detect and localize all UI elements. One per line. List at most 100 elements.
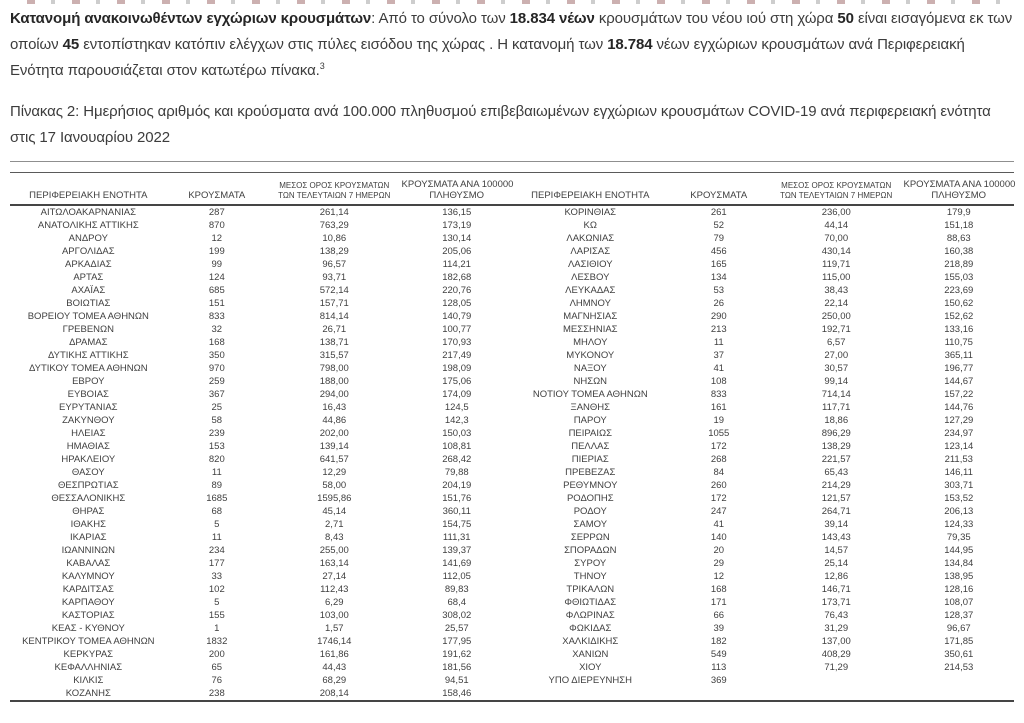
avg7-header-right: ΜΕΣΟΣ ΟΡΟΣ ΚΡΟΥΣΜΑΤΩΝ ΤΩΝ ΤΕΛΕΥΤΑΙΩΝ 7 ΗΜ… bbox=[768, 173, 904, 206]
cell-per100k: 111,31 bbox=[442, 532, 471, 543]
cell-region-name: ΕΥΒΟΙΑΣ bbox=[67, 389, 109, 400]
cell-cases: 25 bbox=[211, 402, 223, 413]
cell-per100k: 128,05 bbox=[442, 298, 472, 309]
cell-cases: 200 bbox=[208, 649, 225, 660]
avg7-header-left: ΜΕΣΟΣ ΟΡΟΣ ΚΡΟΥΣΜΑΤΩΝ ΤΩΝ ΤΕΛΕΥΤΑΙΩΝ 7 ΗΜ… bbox=[267, 173, 402, 206]
cell-per100k: 25,57 bbox=[444, 623, 469, 634]
cell-region-name: ΣΕΡΡΩΝ bbox=[570, 532, 610, 543]
cell-region-name: ΘΗΡΑΣ bbox=[72, 506, 105, 517]
avg7-header-line: ΜΕΣΟΣ ΟΡΟΣ ΚΡΟΥΣΜΑΤΩΝ bbox=[781, 181, 892, 190]
cell-cases: 247 bbox=[710, 506, 727, 517]
cell-cases: 238 bbox=[166, 687, 267, 702]
cell-region-name: ΚΕΝΤΡΙΚΟΥ ΤΟΜΕΑ ΑΘΗΝΩΝ bbox=[22, 636, 155, 647]
table-row: ΑΝΔΡΟΥ 12 10,86 130,14 ΛΑΚΩΝΙΑΣ 79 70,00 88,63 bbox=[10, 232, 1014, 245]
cell-region-name: ΛΕΣΒΟΥ bbox=[571, 272, 610, 283]
cell-per100k: 79,35 bbox=[946, 532, 971, 543]
avg7-header-line: ΜΕΣΟΣ ΟΡΟΣ ΚΡΟΥΣΜΑΤΩΝ bbox=[279, 181, 390, 190]
cell-per100k: 128,16 bbox=[944, 584, 974, 595]
cell-per100k: 151,76 bbox=[442, 493, 472, 504]
cell-region-name: ΚΟΡΙΝΘΙΑΣ bbox=[564, 207, 617, 218]
cell-avg7: 10,86 bbox=[322, 233, 347, 244]
cell-cases: 76 bbox=[211, 675, 223, 686]
intro-text: εντοπίστηκαν κατόπιν ελέγχων στις πύλες … bbox=[79, 36, 608, 53]
cell-cases bbox=[668, 687, 769, 702]
table-row: ΚΙΛΚΙΣ 76 68,29 94,51 ΥΠΟ ΔΙΕΡΕΥΝΗΣΗ 369 bbox=[10, 674, 1014, 687]
table-row: ΚΕΝΤΡΙΚΟΥ ΤΟΜΕΑ ΑΘΗΝΩΝ 1832 1746,14 177,95 Χ… bbox=[10, 635, 1014, 648]
cell-avg7: 2,71 bbox=[325, 519, 344, 530]
cell-region-name: ΑΧΑΪΑΣ bbox=[71, 285, 106, 296]
cell-per100k: 360,11 bbox=[442, 506, 471, 517]
cell-cases: 234 bbox=[208, 545, 225, 556]
cell-cases: 41 bbox=[713, 519, 725, 530]
cell-cases: 199 bbox=[208, 246, 225, 257]
cell-per100k: 152,62 bbox=[944, 311, 974, 322]
cell-avg7: 30,57 bbox=[824, 363, 849, 374]
cell-per100k: 141,69 bbox=[442, 558, 472, 569]
cell-region-name: ΡΟΔΟΠΗΣ bbox=[566, 493, 614, 504]
cropped-text-remnant bbox=[10, 0, 1004, 4]
cell-avg7: 1746,14 bbox=[317, 636, 352, 647]
cell-per100k: 124,33 bbox=[944, 519, 974, 530]
cell-per100k bbox=[903, 687, 1014, 702]
cell-region-name: ΚΙΛΚΙΣ bbox=[73, 675, 104, 686]
cell-region-name: ΣΥΡΟΥ bbox=[574, 558, 607, 569]
cell-cases: 168 bbox=[208, 337, 225, 348]
table-top-divider-outer bbox=[10, 161, 1014, 162]
cell-region-name: ΜΗΛΟΥ bbox=[573, 337, 608, 348]
cell-region-name: ΘΑΣΟΥ bbox=[71, 467, 105, 478]
cell-region-name: ΚΑΡΔΙΤΣΑΣ bbox=[62, 584, 114, 595]
table-row: ΚΑΛΥΜΝΟΥ 33 27,14 112,05 ΤΗΝΟΥ 12 12,86 138,95 bbox=[10, 570, 1014, 583]
intro-text: νέων εγχώριων κρουσμάτων ανά Περιφερειακ… bbox=[10, 36, 965, 79]
cell-per100k: 144,95 bbox=[944, 545, 974, 556]
cell-region-name: ΦΘΙΩΤΙΔΑΣ bbox=[564, 597, 617, 608]
table-row: ΑΙΤΩΛΟΑΚΑΡΝΑΝΙΑΣ 287 261,14 136,15 ΚΟΡΙΝΘΙΑΣ… bbox=[10, 205, 1014, 219]
cell-per100k: 171,85 bbox=[944, 636, 974, 647]
cell-avg7: 264,71 bbox=[821, 506, 851, 517]
cell-avg7: 192,71 bbox=[821, 324, 851, 335]
table-row: ΖΑΚΥΝΘΟΥ 58 44,86 142,3 ΠΑΡΟΥ 19 18,86 127,29 bbox=[10, 414, 1014, 427]
cell-cases: 140 bbox=[710, 532, 727, 543]
per100k-header-line: ΚΡΟΥΣΜΑΤΑ ΑΝΑ 100000 bbox=[401, 179, 514, 190]
cell-avg7: 12,86 bbox=[824, 571, 849, 582]
cell-cases: 239 bbox=[208, 428, 225, 439]
footnote-marker: 3 bbox=[319, 61, 325, 71]
cell-avg7: 1595,86 bbox=[317, 493, 352, 504]
cell-cases: 65 bbox=[211, 662, 223, 673]
cell-per100k: 158,46 bbox=[401, 687, 512, 702]
cell-region-name: ΛΑΡΙΣΑΣ bbox=[570, 246, 611, 257]
cell-region-name: ΚΑΛΥΜΝΟΥ bbox=[61, 571, 115, 582]
cell-cases: 456 bbox=[710, 246, 727, 257]
cell-region-name: ΑΡΓΟΛΙΔΑΣ bbox=[61, 246, 115, 257]
cell-per100k: 177,95 bbox=[442, 636, 472, 647]
cell-cases: 1055 bbox=[708, 428, 730, 439]
cell-per100k: 144,67 bbox=[944, 376, 974, 387]
cell-avg7: 221,57 bbox=[821, 454, 851, 465]
cell-per100k: 154,75 bbox=[442, 519, 472, 530]
cell-avg7: 163,14 bbox=[319, 558, 349, 569]
cell-cases: 259 bbox=[208, 376, 225, 387]
cell-cases: 53 bbox=[713, 285, 725, 296]
cell-avg7: 208,14 bbox=[267, 687, 402, 702]
cell-avg7: 93,71 bbox=[322, 272, 347, 283]
cell-cases: 1832 bbox=[206, 636, 228, 647]
cell-region-name: ΑΝΑΤΟΛΙΚΗΣ ΑΤΤΙΚΗΣ bbox=[37, 220, 139, 231]
cell-region-name: ΜΑΓΝΗΣΙΑΣ bbox=[563, 311, 618, 322]
cell-avg7: 143,43 bbox=[821, 532, 851, 543]
cell-region-name: ΑΝΔΡΟΥ bbox=[68, 233, 108, 244]
cell-cases: 161 bbox=[710, 402, 727, 413]
cell-avg7: 6,29 bbox=[325, 597, 344, 608]
cell-per100k: 174,09 bbox=[442, 389, 472, 400]
cell-cases: 99 bbox=[211, 259, 223, 270]
cell-per100k: 218,89 bbox=[944, 259, 974, 270]
cell-per100k: 220,76 bbox=[442, 285, 472, 296]
cell-per100k: 79,88 bbox=[444, 467, 469, 478]
cases-header-line: ΚΡΟΥΣΜΑΤΑ bbox=[690, 190, 748, 201]
cell-region-name: ΖΑΚΥΝΘΟΥ bbox=[62, 415, 115, 426]
intro-text: είναι εισαγόμενα εκ των οποίων bbox=[10, 10, 1013, 53]
cell-cases: 172 bbox=[710, 493, 727, 504]
cell-per100k: 96,67 bbox=[946, 623, 971, 634]
cell-avg7: 117,71 bbox=[822, 402, 851, 413]
cell-avg7: 16,43 bbox=[322, 402, 347, 413]
table-row: ΑΡΓΟΛΙΔΑΣ 199 138,29 205,06 ΛΑΡΙΣΑΣ 456 430,14… bbox=[10, 245, 1014, 258]
table-row: ΓΡΕΒΕΝΩΝ 32 26,71 100,77 ΜΕΣΣΗΝΙΑΣ 213 192,71 1… bbox=[10, 323, 1014, 336]
